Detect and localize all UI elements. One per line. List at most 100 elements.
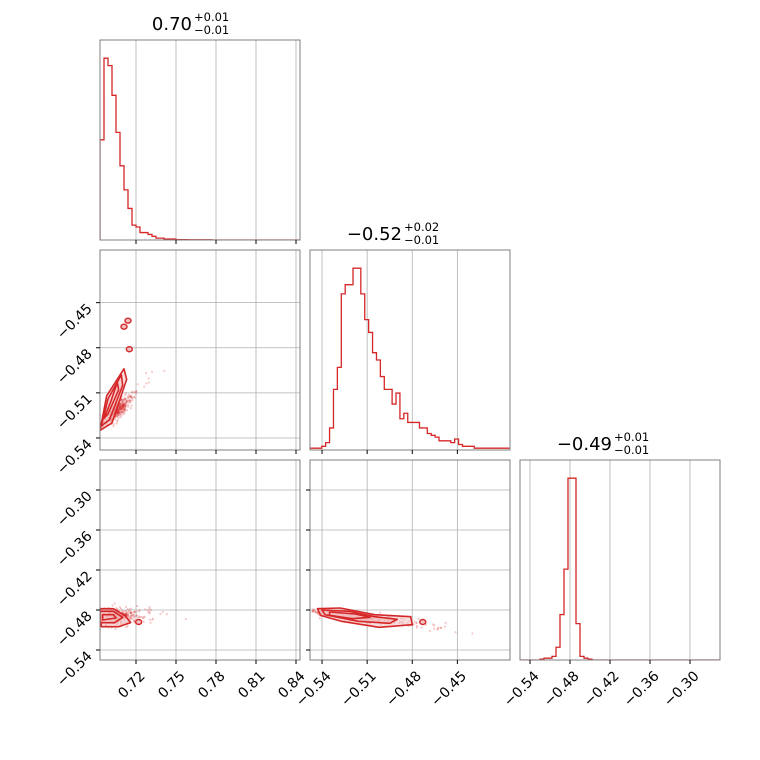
sample-point-1-35 — [133, 615, 136, 618]
sample-point-1-206 — [91, 612, 93, 614]
sample-point-1-405 — [135, 614, 138, 617]
title-lower-1: −0.01 — [404, 233, 439, 247]
sample-point-1-344 — [129, 615, 133, 618]
sample-point-1-190 — [121, 609, 124, 612]
hist-bins-1 — [310, 267, 510, 450]
sample-point-0-236 — [121, 411, 124, 414]
sample-point-1-353 — [93, 608, 95, 610]
hist-bin-1-23 — [400, 419, 404, 450]
sample-point-0-335 — [118, 406, 122, 410]
contour-island-2-0 — [419, 618, 427, 626]
sample-point-1-97 — [98, 615, 100, 617]
sample-point-0-346 — [119, 408, 122, 411]
sample-point-0-38 — [126, 395, 129, 398]
sample-point-0-155 — [144, 371, 148, 375]
sample-point-1-388 — [148, 605, 151, 609]
x-tick-label-0-1: 0.75 — [155, 668, 188, 701]
title-value-2: −0.49 — [557, 434, 612, 455]
sample-point-0-294 — [134, 392, 138, 395]
joint-panel-0-2: 0.72 0.75 0.78 0.81 0.84−0.54−0.48−0.42−0.36… — [54, 459, 309, 702]
sample-point-0-271 — [125, 401, 128, 404]
sample-point-0-409 — [133, 390, 136, 394]
hist-panel-0: 0.70 +0.01−0.01 — [99, 10, 301, 244]
sample-point-0-249 — [121, 401, 124, 404]
contour-0-2 — [103, 381, 120, 420]
sample-point-1-284 — [119, 607, 123, 610]
sample-point-0-380 — [116, 413, 119, 416]
sample-point-0-305 — [123, 402, 126, 405]
sample-point-1-333 — [94, 601, 96, 603]
sample-point-0-163 — [129, 401, 132, 404]
hist-outline-1 — [310, 267, 510, 450]
sample-point-0-119 — [133, 396, 136, 399]
sample-point-1-159 — [124, 612, 127, 615]
sample-point-1-264 — [97, 615, 99, 617]
sample-point-2-258 — [415, 626, 418, 629]
title-upper-1: +0.02 — [404, 220, 439, 234]
sample-point-0-215 — [122, 401, 125, 404]
sample-point-2-120 — [316, 612, 319, 615]
sample-point-0-8 — [119, 406, 122, 409]
title-value-1: −0.52 — [347, 224, 402, 245]
sample-point-2-29 — [282, 605, 284, 607]
sample-point-1-398 — [128, 608, 131, 611]
sample-point-1-218 — [95, 612, 97, 614]
sample-point-0-100 — [128, 399, 132, 403]
sample-point-0-41 — [122, 403, 126, 406]
sample-point-0-149 — [121, 406, 124, 409]
sample-point-2-45 — [313, 610, 316, 613]
sample-point-0-188 — [116, 411, 119, 414]
sample-point-2-142 — [301, 607, 303, 609]
sample-point-0-17 — [120, 406, 124, 409]
sample-point-0-150 — [116, 411, 119, 415]
sample-point-2-303 — [312, 607, 315, 611]
sample-point-0-230 — [124, 393, 127, 397]
x-tick-label-0-3: 0.81 — [235, 668, 268, 701]
sample-point-0-247 — [127, 396, 130, 399]
hist-bin-1-10 — [349, 285, 353, 450]
sample-point-0-416 — [123, 408, 126, 411]
x-tick-label-1-2: −0.48 — [383, 668, 425, 710]
sample-point-0-28 — [129, 399, 132, 402]
sample-point-0-237 — [118, 406, 121, 409]
sample-point-1-75 — [150, 608, 153, 611]
x-tick-label-0-0: 0.72 — [115, 668, 148, 701]
sample-point-0-43 — [120, 414, 123, 418]
sample-point-0-42 — [117, 416, 120, 420]
sample-point-0-6 — [116, 411, 120, 414]
sample-point-0-228 — [116, 420, 119, 423]
sample-point-0-148 — [145, 382, 148, 385]
sample-point-0-238 — [119, 405, 122, 408]
sample-point-1-73 — [116, 608, 119, 611]
sample-point-0-327 — [126, 397, 129, 400]
sample-point-1-386 — [127, 613, 130, 616]
sample-point-0-203 — [129, 395, 132, 398]
sample-point-0-325 — [127, 399, 131, 402]
sample-point-0-97 — [124, 392, 127, 395]
sample-point-1-200 — [151, 617, 155, 620]
sample-point-2-5 — [444, 621, 447, 624]
sample-point-0-173 — [117, 409, 120, 412]
sample-point-1-103 — [140, 616, 143, 619]
sample-point-2-71 — [420, 626, 423, 629]
sample-point-1-262 — [130, 611, 133, 614]
sample-point-0-250 — [123, 397, 127, 400]
sample-point-1-130 — [130, 614, 133, 617]
sample-point-2-247 — [413, 620, 416, 623]
sample-point-0-229 — [118, 409, 121, 412]
sample-point-0-11 — [130, 396, 133, 399]
sample-point-1-310 — [96, 616, 98, 618]
sample-point-1-311 — [93, 614, 95, 616]
sample-point-0-233 — [121, 403, 124, 406]
hist-bin-0-10 — [140, 233, 144, 240]
hist-bin-1-25 — [408, 422, 412, 450]
sample-point-0-243 — [127, 405, 130, 408]
sample-point-0-389 — [124, 402, 127, 406]
sample-point-0-402 — [143, 385, 146, 388]
sample-point-2-64 — [318, 617, 321, 620]
hist-bin-1-34 — [443, 441, 447, 450]
sample-point-1-322 — [118, 606, 122, 609]
sample-point-1-338 — [129, 617, 132, 620]
sample-point-0-334 — [129, 407, 133, 410]
